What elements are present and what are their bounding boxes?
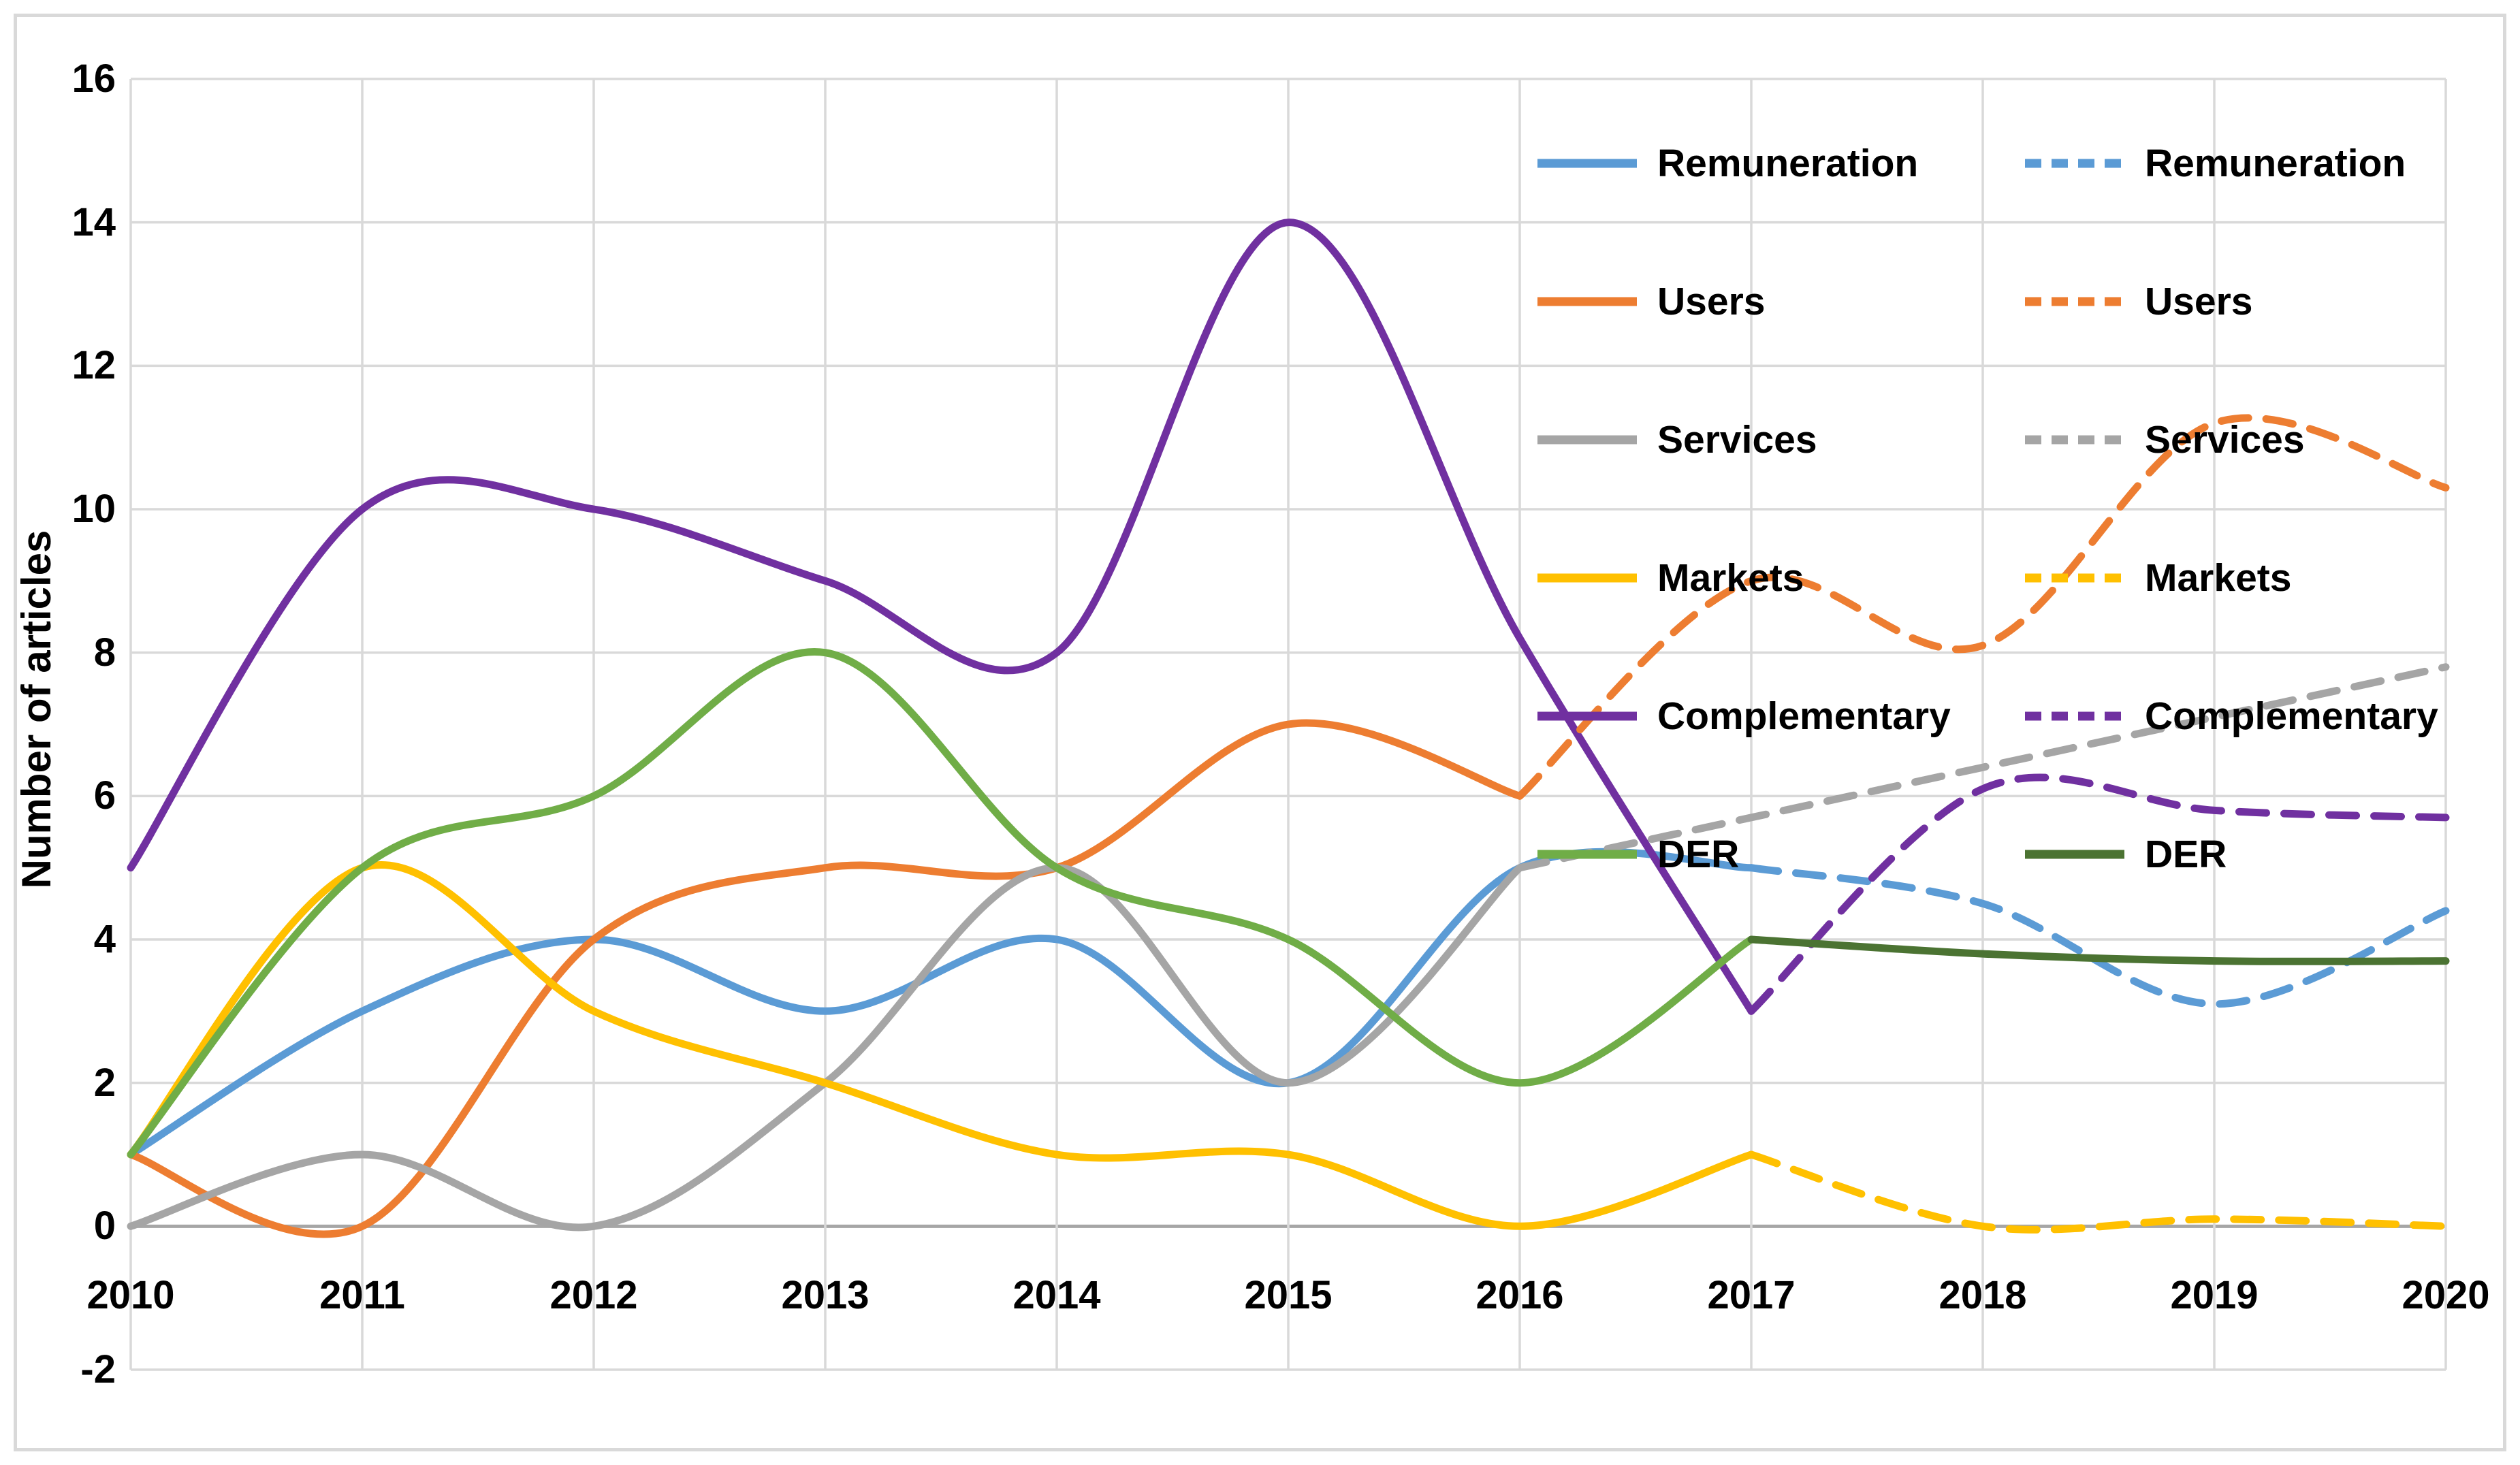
x-tick-label: 2015 xyxy=(1244,1273,1333,1317)
figure-border xyxy=(14,14,2506,1451)
legend-line-icon xyxy=(2025,573,2124,583)
legend-label: Users xyxy=(1657,280,1766,323)
y-tick-label: 4 xyxy=(93,917,116,961)
legend-label: Services xyxy=(1657,418,1817,462)
legend-line-icon xyxy=(1537,573,1637,583)
series-markets-dashed xyxy=(1747,1150,2450,1234)
legend-item-users-dashed: Users xyxy=(2024,274,2252,329)
y-tick-label: 14 xyxy=(71,199,116,244)
legend-item-der-solid: DER xyxy=(1536,827,1739,882)
y-tick-label: 16 xyxy=(71,57,116,101)
legend-line-icon xyxy=(1537,850,1637,859)
legend-item-complementary-dashed: Complementary xyxy=(2024,689,2438,743)
legend-label: Remuneration xyxy=(1657,142,1919,185)
legend-label: DER xyxy=(2145,833,2227,876)
y-tick-label: 6 xyxy=(93,773,116,818)
legend-item-services-dashed: Services xyxy=(2024,413,2305,467)
x-tick-label: 2016 xyxy=(1476,1273,1564,1317)
y-tick-label: 12 xyxy=(71,343,116,388)
series-users-solid xyxy=(127,719,1524,1238)
legend-label: DER xyxy=(1657,833,1740,876)
series-complementary-solid xyxy=(127,219,1755,1015)
legend-line-icon xyxy=(2025,711,2124,721)
legend-label: Services xyxy=(2145,418,2305,462)
series-users-dashed xyxy=(1516,414,2450,800)
legend-item-remuneration-solid: Remuneration xyxy=(1536,136,1918,191)
series-complementary-dashed xyxy=(1747,773,2450,1015)
legend-item-markets-dashed: Markets xyxy=(2024,551,2291,605)
y-tick-label: 10 xyxy=(71,487,116,531)
legend-label: Complementary xyxy=(1657,694,1951,738)
series-services-dashed xyxy=(1516,663,2450,872)
legend-line-icon xyxy=(1537,711,1637,721)
legend-item-complementary-solid: Complementary xyxy=(1536,689,1951,743)
x-tick-label: 2020 xyxy=(2402,1273,2490,1317)
legend-item-markets-solid: Markets xyxy=(1536,551,1804,605)
series-der-solid xyxy=(1747,935,2450,965)
legend-item-services-solid: Services xyxy=(1536,413,1817,467)
y-tick-label: -2 xyxy=(80,1347,116,1391)
legend-item-remuneration-dashed: Remuneration xyxy=(2024,136,2406,191)
series-remuneration-dashed xyxy=(1747,864,2450,1008)
x-tick-label: 2019 xyxy=(2170,1273,2259,1317)
legend-line-icon xyxy=(1537,435,1637,445)
x-tick-label: 2017 xyxy=(1707,1273,1796,1317)
legend-line-icon xyxy=(2025,159,2124,168)
series-services-solid xyxy=(127,864,1524,1231)
series-der-solid xyxy=(127,647,1755,1159)
legend-label: Users xyxy=(2145,280,2253,323)
series-remuneration-solid xyxy=(127,848,1755,1159)
x-tick-label: 2010 xyxy=(86,1273,175,1317)
legend-label: Complementary xyxy=(2145,694,2438,738)
legend-line-icon xyxy=(2025,435,2124,445)
legend-line-icon xyxy=(2025,850,2124,859)
x-tick-label: 2012 xyxy=(549,1273,638,1317)
legend-label: Markets xyxy=(2145,556,2292,600)
y-tick-label: 8 xyxy=(93,630,116,675)
x-tick-label: 2011 xyxy=(319,1273,405,1317)
legend-line-icon xyxy=(1537,159,1637,168)
x-tick-label: 2013 xyxy=(781,1273,870,1317)
legend-label: Markets xyxy=(1657,556,1804,600)
legend-label: Remuneration xyxy=(2145,142,2406,185)
y-axis-title: Number of articles xyxy=(14,530,59,889)
legend-item-der-solid: DER xyxy=(2024,827,2227,882)
legend-line-icon xyxy=(1537,297,1637,306)
x-tick-label: 2014 xyxy=(1012,1273,1101,1317)
series-markets-solid xyxy=(127,861,1755,1230)
legend-line-icon xyxy=(2025,297,2124,306)
x-tick-label: 2018 xyxy=(1939,1273,2027,1317)
y-tick-label: 2 xyxy=(93,1060,116,1105)
y-tick-label: 0 xyxy=(93,1204,116,1249)
legend-item-users-solid: Users xyxy=(1536,274,1765,329)
